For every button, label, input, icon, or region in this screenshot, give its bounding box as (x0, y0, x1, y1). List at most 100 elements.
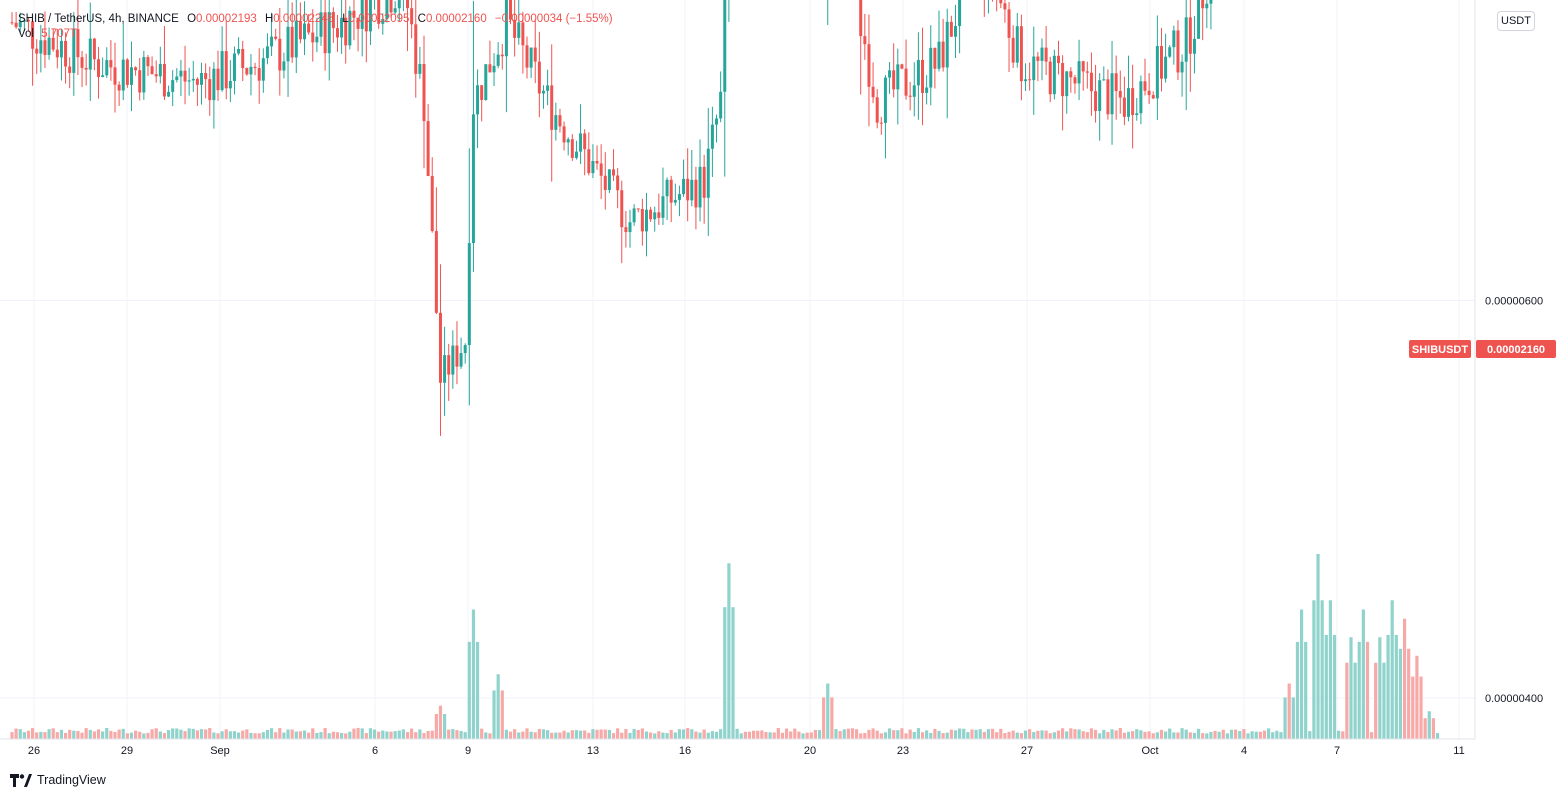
volume-bar (327, 733, 331, 739)
price-axis: 0.000004000.000006000.000008000.00001000… (1485, 296, 1543, 706)
volume-bar (780, 732, 785, 739)
volume-bar (1089, 728, 1094, 739)
volume-bar (1271, 732, 1275, 739)
candle-body (591, 160, 595, 174)
volume-bar (912, 732, 916, 739)
volume-bar (999, 728, 1003, 739)
volume-bar (644, 731, 649, 739)
volume-bar (1341, 731, 1345, 739)
candle-body (1056, 55, 1060, 64)
tradingview-branding[interactable]: TradingView (10, 773, 106, 787)
high-label: H (264, 13, 274, 25)
volume-bar (801, 733, 805, 739)
volume-bar (1151, 733, 1155, 739)
volume-bar (1102, 729, 1106, 739)
volume-bar (434, 714, 438, 739)
candle-body (1098, 80, 1102, 112)
candle-body (533, 47, 537, 62)
volume-bar (129, 732, 134, 739)
volume-bar (554, 732, 558, 739)
volume-label[interactable]: Vol (18, 28, 34, 40)
volume-bar (331, 731, 335, 739)
candle-body (109, 60, 113, 68)
volume-bar (1378, 637, 1382, 739)
symbol-title[interactable]: SHIB / TetherUS, 4h, BINANCE (18, 13, 179, 25)
candle-body (35, 48, 39, 54)
volume-bar (443, 714, 447, 739)
candle-body (677, 194, 681, 200)
candle-body (476, 85, 480, 115)
candle-body (1131, 88, 1135, 116)
volume-bar (813, 729, 817, 739)
candle-body (1024, 79, 1028, 82)
candle-body (1073, 77, 1077, 84)
volume-bar (232, 731, 237, 739)
candle-body (286, 26, 290, 62)
volume-bar (1402, 618, 1407, 739)
candle-body (480, 85, 484, 100)
volume-bar (430, 730, 434, 739)
volume-bar (838, 731, 842, 739)
candle-body (97, 59, 101, 78)
volume-bar (1110, 729, 1114, 739)
candle-body (125, 59, 129, 85)
candle-body (1155, 46, 1159, 99)
volume-bar (859, 733, 863, 739)
volume-bar (533, 732, 537, 739)
volume-bar (257, 733, 261, 739)
volume-bar (1019, 733, 1023, 739)
volume-bar (986, 729, 991, 739)
volume-bar (710, 731, 714, 739)
candle-body (331, 12, 335, 29)
volume-bar (1085, 732, 1089, 739)
volume-bar (1390, 600, 1394, 739)
candle-body (224, 51, 228, 89)
volume-bar (1250, 731, 1254, 739)
volume-bar (508, 731, 513, 739)
volume-bar (871, 728, 875, 739)
volume-bar (1056, 730, 1061, 739)
volume-bar (455, 730, 459, 739)
candle-body (467, 243, 471, 346)
volume-bar (368, 728, 373, 739)
candle-body (653, 212, 657, 220)
volume-bar (1209, 731, 1213, 739)
volume-bar (978, 729, 982, 739)
volume-bar (1201, 733, 1205, 739)
candle-body (1040, 47, 1044, 61)
volume-bar (335, 732, 340, 739)
volume-bar (546, 730, 550, 739)
volume-bar (1225, 733, 1229, 739)
volume-bar (191, 728, 195, 739)
volume-bar (1168, 728, 1172, 739)
volume-bar (220, 731, 224, 739)
candle-body (1192, 38, 1196, 54)
candle-body (661, 196, 665, 218)
volume-bar (1184, 729, 1188, 739)
candle-body (1019, 26, 1023, 82)
volume-bar (237, 732, 241, 739)
currency-unit-button[interactable]: USDT (1497, 11, 1535, 31)
candle-body (134, 67, 138, 71)
volume-bar (743, 731, 747, 739)
volume-bar (558, 732, 562, 739)
volume-bar (970, 729, 974, 739)
volume-bar (1114, 730, 1118, 739)
volume-bar (537, 728, 541, 739)
volume-bar (286, 729, 290, 739)
volume-bar (1423, 718, 1427, 739)
price-tag-value-bg (1476, 340, 1556, 358)
volume-bar (653, 733, 657, 739)
volume-bar (389, 731, 393, 739)
candle-body (303, 23, 307, 40)
volume-bar (570, 730, 574, 739)
candle-body (274, 36, 278, 39)
volume-bar (855, 729, 859, 739)
volume-bar (1258, 731, 1262, 739)
candle-body (628, 222, 632, 233)
candle-body (1003, 3, 1007, 10)
volume-bar (1122, 732, 1126, 739)
volume-bar (1238, 730, 1242, 739)
y-tick-label: 0.00000400 (1485, 693, 1543, 705)
